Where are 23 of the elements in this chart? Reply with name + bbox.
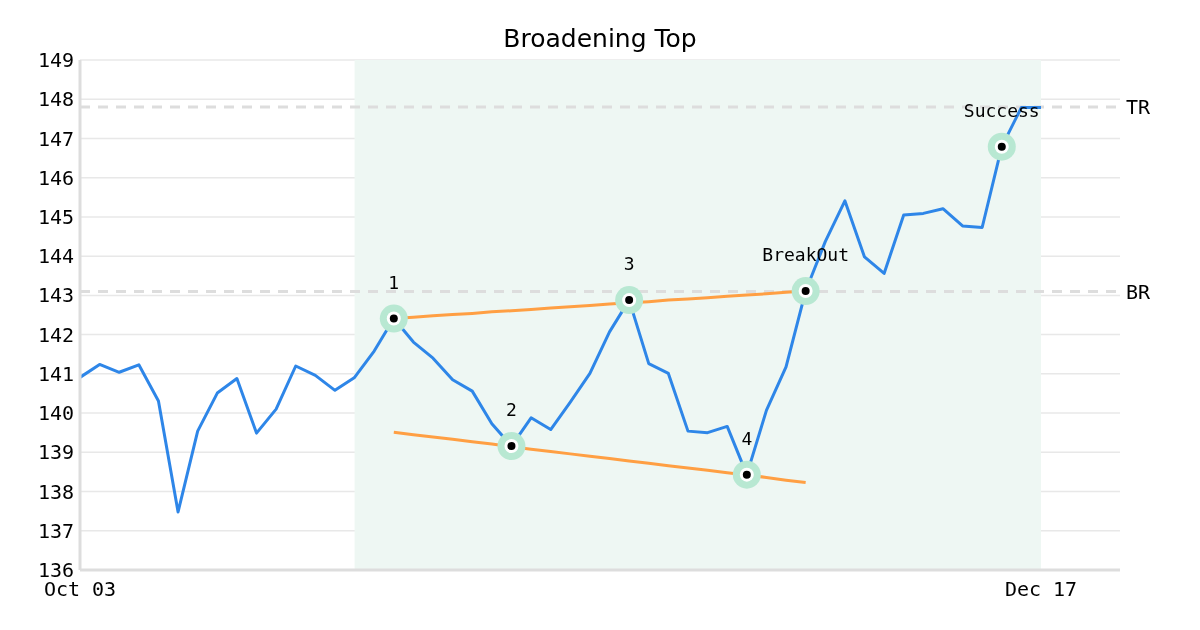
y-tick-label: 147 <box>37 126 75 151</box>
y-tick-label: 138 <box>37 479 75 504</box>
y-tick-label: 148 <box>37 87 75 112</box>
line-series <box>392 430 808 485</box>
y-tick-label: 137 <box>37 518 75 543</box>
y-tick-label: 149 <box>37 48 75 73</box>
annotation: 3 <box>623 253 635 275</box>
y-tick-label: 144 <box>37 244 75 269</box>
annotation: 4 <box>741 427 753 449</box>
chart-title: Broadening Top <box>503 24 697 53</box>
y-tick-label: 141 <box>37 361 75 386</box>
y-tick-label: 140 <box>37 401 75 426</box>
y-tick-label: 142 <box>37 322 75 347</box>
x-tick-label: Dec 17 <box>1004 577 1078 602</box>
y-tick-label: 143 <box>37 283 75 308</box>
y-tick-label: 139 <box>37 440 75 465</box>
annotation: 2 <box>506 399 517 421</box>
y-tick-label: 145 <box>37 205 75 230</box>
line-series <box>80 105 1041 514</box>
ref-line-label: BR <box>1126 279 1152 304</box>
ref-line-label: TR <box>1126 95 1152 120</box>
annotation: 1 <box>388 271 400 293</box>
y-tick-label: 146 <box>37 165 75 190</box>
